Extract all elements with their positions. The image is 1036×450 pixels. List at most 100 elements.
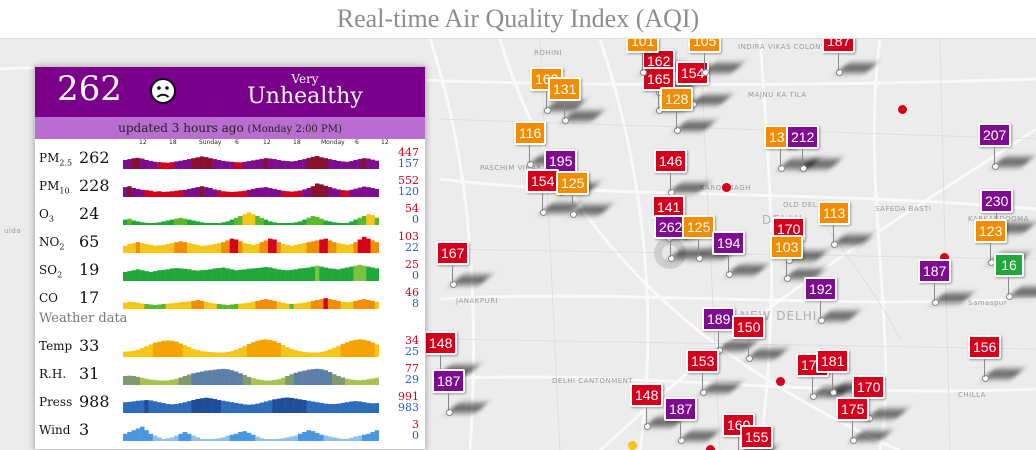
- station-dot[interactable]: [706, 445, 715, 450]
- sparkline-bar: [332, 300, 337, 309]
- sparkline-bar: [242, 214, 247, 225]
- station-marker[interactable]: 181: [816, 349, 850, 396]
- station-marker[interactable]: 192: [804, 277, 838, 324]
- station-marker[interactable]: 212: [786, 125, 820, 172]
- sparkline-bar: [319, 184, 324, 197]
- station-marker[interactable]: 155: [740, 425, 774, 450]
- station-marker[interactable]: 148: [424, 331, 458, 378]
- station-marker[interactable]: 187: [918, 259, 952, 306]
- station-marker[interactable]: 105: [688, 39, 722, 76]
- sparkline-bar: [285, 270, 290, 281]
- station-marker[interactable]: 189: [702, 307, 736, 354]
- station-marker[interactable]: 187: [432, 369, 466, 416]
- sparkline-bar: [157, 304, 162, 309]
- sparkline-bar: [174, 242, 179, 253]
- sparkline-bar: [263, 266, 269, 281]
- sparkline-bar: [182, 268, 188, 281]
- sparkline-bar: [251, 342, 256, 357]
- station-marker[interactable]: 16: [994, 253, 1024, 300]
- station-marker[interactable]: 262: [654, 215, 688, 262]
- sparkline-bar: [238, 432, 243, 441]
- sparkline-bar: [199, 300, 205, 309]
- station-marker[interactable]: 125: [682, 215, 716, 262]
- sparkline-bar: [208, 351, 213, 357]
- station-marker[interactable]: 175: [836, 397, 870, 444]
- sparkline-bar: [374, 301, 379, 309]
- station-marker[interactable]: 194: [712, 231, 746, 278]
- station-marker[interactable]: 207: [978, 123, 1012, 170]
- station-marker[interactable]: 167: [436, 241, 470, 288]
- sparkline-bar: [297, 268, 303, 281]
- station-marker[interactable]: 187: [822, 39, 856, 76]
- sparkline-bar: [357, 239, 363, 253]
- sparkline-bar: [212, 189, 218, 197]
- station-marker[interactable]: 113: [818, 201, 851, 248]
- metric-max: 34: [405, 334, 419, 347]
- station-marker[interactable]: 230: [980, 189, 1014, 236]
- sparkline-bar: [225, 401, 230, 413]
- station-marker[interactable]: 125: [556, 171, 590, 218]
- station-marker[interactable]: 103: [770, 235, 804, 282]
- metric-min: 8: [412, 297, 419, 310]
- station-dot[interactable]: [722, 183, 731, 192]
- station-marker[interactable]: 101: [626, 39, 660, 76]
- station-marker[interactable]: 150: [732, 315, 766, 362]
- sparkline-bar: [229, 402, 235, 413]
- sparkline-bar: [148, 400, 154, 413]
- sparkline-bar: [157, 162, 162, 169]
- sparkline-bar: [340, 223, 346, 225]
- sparkline-bar: [204, 439, 209, 441]
- sparkline-bar: [306, 369, 311, 385]
- sparkline-bar: [361, 186, 367, 197]
- sparkline-bar: [204, 222, 209, 225]
- sparkline-bar: [259, 267, 264, 281]
- sparkline-bar: [148, 344, 154, 357]
- sparkline-bar: [306, 352, 311, 357]
- sparkline-bar: [178, 241, 183, 253]
- sparkline-bar: [297, 221, 303, 225]
- station-dot[interactable]: [776, 377, 785, 386]
- station-marker[interactable]: 116: [514, 121, 547, 168]
- sparkline-bar: [255, 403, 260, 413]
- sparkline-chart: [123, 183, 379, 197]
- sparkline-bar: [233, 371, 239, 385]
- station-marker[interactable]: 146: [654, 149, 688, 196]
- station-marker[interactable]: 123: [974, 219, 1008, 266]
- sparkline-bar: [263, 240, 269, 253]
- sparkline-bar: [357, 300, 363, 309]
- station-dot[interactable]: [940, 253, 949, 262]
- metric-max: 54: [405, 202, 419, 215]
- sparkline-bar: [195, 221, 200, 225]
- sparkline-bar: [310, 156, 316, 169]
- sparkline-bar: [251, 188, 256, 197]
- station-marker[interactable]: 154: [526, 169, 560, 216]
- sparkline-bar: [285, 376, 290, 385]
- metric-label-sub: 3: [48, 214, 54, 224]
- sparkline-bar: [152, 222, 158, 225]
- station-marker[interactable]: 153: [686, 349, 720, 396]
- sparkline-bar: [370, 342, 375, 357]
- station-marker[interactable]: 148: [630, 383, 664, 430]
- sparkline-bar: [366, 187, 371, 197]
- station-marker[interactable]: 131: [548, 77, 582, 124]
- sparkline-bar: [251, 378, 256, 385]
- sparkline-bar: [344, 402, 350, 413]
- sparkline-bar: [221, 191, 226, 197]
- station-dot[interactable]: [898, 105, 907, 114]
- sparkline-bar: [336, 345, 341, 357]
- station-marker[interactable]: 156: [968, 335, 1002, 382]
- metric-label-text: PM: [39, 151, 60, 165]
- station-dot[interactable]: [628, 441, 637, 450]
- sparkline-bar: [195, 398, 200, 413]
- sparkline-bar: [259, 339, 264, 357]
- sparkline-bar: [216, 400, 222, 413]
- station-marker[interactable]: 187: [664, 397, 698, 444]
- sparkline-bar: [152, 305, 158, 309]
- sparkline-bar: [127, 432, 132, 441]
- sparkline-bar: [229, 161, 235, 169]
- sparkline-bar: [297, 190, 303, 197]
- station-marker[interactable]: 170: [852, 375, 886, 422]
- sparkline-bar: [229, 434, 235, 441]
- station-marker[interactable]: 128: [660, 87, 694, 134]
- sparkline-bar: [349, 189, 354, 197]
